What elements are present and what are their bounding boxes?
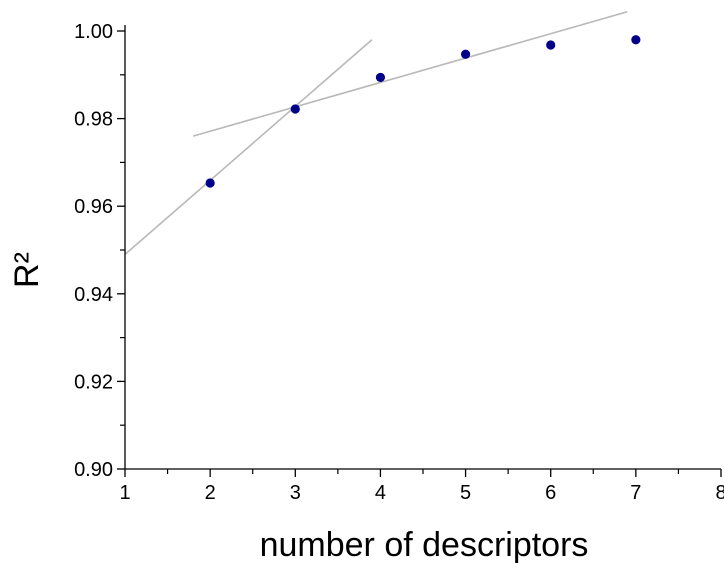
data-points	[205, 35, 641, 188]
y-tick-label: 0.90	[74, 459, 113, 481]
x-tick-label: 1	[119, 482, 130, 504]
x-tick-label: 5	[460, 482, 471, 504]
data-point	[546, 40, 556, 50]
axis-ticks	[117, 30, 722, 477]
y-tick-label: 0.96	[74, 196, 113, 218]
x-tick-label: 6	[545, 482, 556, 504]
data-point	[290, 104, 300, 114]
y-tick-label: 0.92	[74, 371, 113, 393]
trend-lines	[124, 10, 628, 255]
x-axis-title: number of descriptors	[260, 526, 589, 563]
data-point	[375, 72, 386, 83]
data-point	[460, 49, 471, 59]
x-tick-label: 7	[630, 482, 641, 504]
x-tick-label: 4	[375, 482, 386, 504]
x-tick-label: 2	[205, 482, 216, 504]
y-tick-label: 1.00	[74, 21, 113, 43]
tick-labels: 1 2 3 4 5 6 7 8 0.90 0.92 0.94 0.96 0.98 1.00	[74, 21, 724, 504]
data-point	[631, 35, 641, 45]
axes	[124, 25, 721, 470]
trend-line-2	[192, 10, 628, 137]
y-tick-label: 0.94	[74, 284, 113, 306]
x-tick-label: 8	[715, 482, 724, 504]
y-axis-title: R²	[8, 252, 46, 288]
trend-line-1	[124, 39, 373, 255]
data-point	[205, 178, 215, 188]
x-tick-label: 3	[290, 482, 301, 504]
y-tick-label: 0.98	[74, 109, 113, 131]
